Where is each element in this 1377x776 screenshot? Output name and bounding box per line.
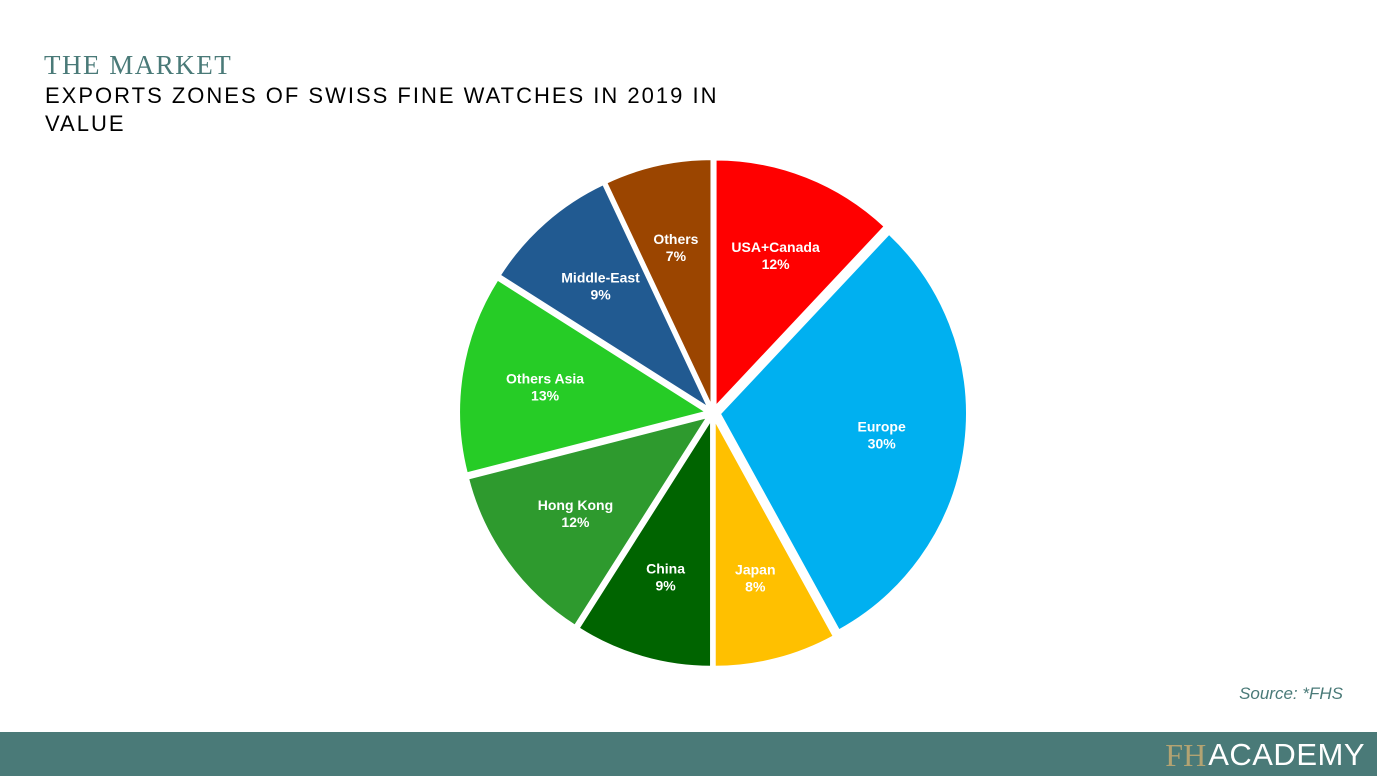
slice-label-usa-canada: USA+Canada [731,239,820,255]
slice-value-middle-east: 9% [590,286,611,302]
slice-value-others: 7% [666,248,687,264]
page-title: EXPORTS ZONES OF SWISS FINE WATCHES IN 2… [45,83,719,136]
pie-slice-china [577,416,713,668]
pie-slice-middle-east [498,182,711,411]
academy-logo: FH ACADEMY [1165,736,1365,774]
slice-value-japan: 8% [745,579,766,595]
pie-slice-usa-canada [714,158,887,410]
academy-wordmark: ACADEMY [1208,737,1365,772]
slice-value-china: 9% [655,577,676,593]
pie-slice-hong-kong [466,415,710,628]
fh-logo-mark: FH [1165,736,1207,773]
section-kicker: THE MARKET [44,50,233,80]
pie-slice-others-asia [458,278,709,475]
slice-label-europe: Europe [858,418,906,434]
slice-label-others-asia: Others Asia [506,370,584,386]
slice-label-japan: Japan [735,562,775,578]
pie-slice-others [604,158,713,407]
slice-value-usa-canada: 12% [762,256,791,272]
slice-label-others: Others [653,231,698,247]
slice-label-hong-kong: Hong Kong [538,497,613,513]
slice-value-hong-kong: 12% [561,514,590,530]
pie-slice-japan [713,419,836,668]
pie-slice-europe [718,232,968,632]
footer-bar: FH ACADEMY [0,732,1377,776]
slice-value-others-asia: 13% [531,387,560,403]
slice-label-middle-east: Middle-East [561,269,640,285]
slice-label-china: China [646,560,685,576]
slice-value-europe: 30% [868,435,897,451]
source-note: Source: *FHS [1239,684,1343,703]
